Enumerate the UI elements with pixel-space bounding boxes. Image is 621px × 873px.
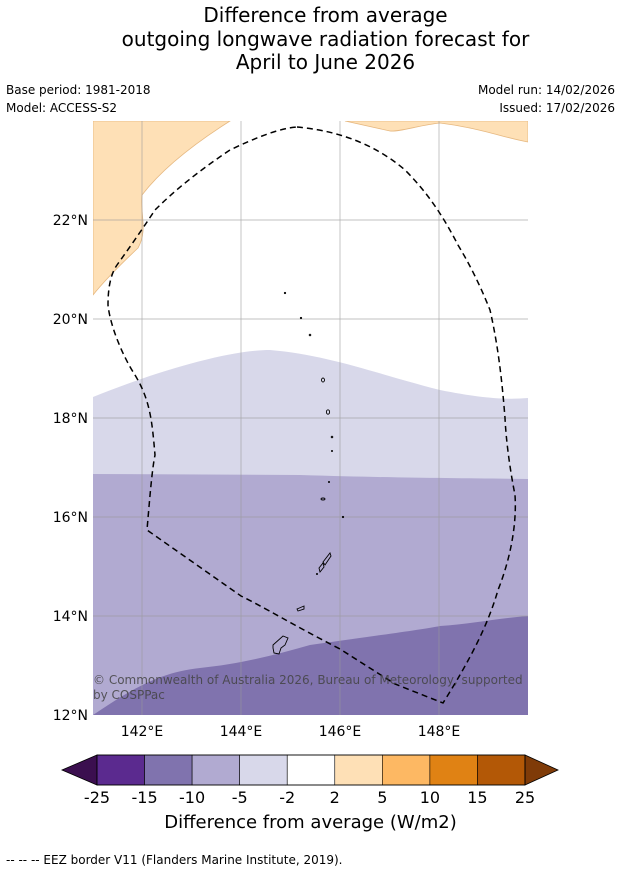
lat-label: 12°N	[53, 708, 88, 724]
lat-label: 20°N	[53, 312, 88, 328]
meta-right: Model run: 14/02/2026 Issued: 17/02/2026	[478, 81, 615, 117]
map-gridlines	[93, 121, 528, 715]
anomaly-band-minus10-to-minus15	[93, 616, 528, 715]
lon-label: 142°E	[121, 724, 164, 740]
copyright-line-2: by COSPPac	[93, 688, 165, 702]
colorbar-bin	[144, 754, 193, 786]
lat-label: 16°N	[53, 510, 88, 526]
colorbar-bin	[477, 754, 526, 786]
lon-label: 144°E	[220, 724, 263, 740]
copyright-line-1: © Commonwealth of Australia 2026, Bureau…	[93, 673, 523, 687]
map-title: Difference from average outgoing longwav…	[0, 3, 621, 75]
meta-left: Base period: 1981-2018 Model: ACCESS-S2	[6, 81, 151, 117]
colorbar-tick-label: 15	[467, 788, 487, 807]
colorbar-low-extend	[60, 754, 98, 786]
colorbar-tick-label: 5	[377, 788, 387, 807]
issued-date: Issued: 17/02/2026	[499, 101, 615, 115]
lat-label: 14°N	[53, 609, 88, 625]
lon-label: 148°E	[418, 724, 461, 740]
colorbar-high-extend	[524, 754, 559, 786]
lat-label: 22°N	[53, 213, 88, 229]
title-line-3: April to June 2026	[235, 50, 416, 74]
guam-island	[272, 635, 289, 655]
colorbar-tick-label: -25	[84, 788, 110, 807]
anomaly-patch-plus2-to-plus5-east	[344, 121, 528, 143]
colorbar-bin	[429, 754, 478, 786]
colorbar-tick-label: -2	[279, 788, 295, 807]
model-run: Model run: 14/02/2026	[477, 83, 615, 97]
title-line-1: Difference from average	[203, 3, 448, 27]
colorbar-bin	[334, 754, 383, 786]
title-line-2: outgoing longwave radiation forecast for	[121, 26, 530, 51]
lat-label: 18°N	[53, 411, 88, 427]
mariana-islands	[272, 291, 345, 655]
base-period: Base period: 1981-2018	[6, 83, 151, 97]
eez-boundary	[107, 126, 517, 704]
colorbar-tick-label: 2	[330, 788, 340, 807]
eez-legend-note: -- -- -- EEZ border V11 (Flanders Marine…	[6, 853, 343, 867]
colorbar-tick-label: 25	[515, 788, 535, 807]
colorbar-label: Difference from average (W/m2)	[164, 812, 457, 833]
colorbar-tick-label: 10	[420, 788, 440, 807]
latitude-labels: 22°N 20°N 18°N 16°N 14°N 12°N	[53, 213, 88, 724]
colorbar-bin	[286, 754, 336, 786]
anomaly-patch-plus2-to-plus5-west	[93, 121, 231, 296]
longitude-labels: 142°E 144°E 146°E 148°E	[121, 724, 461, 740]
colorbar-bin	[239, 754, 288, 786]
colorbar-tick-label: -5	[232, 788, 248, 807]
colorbar-bin	[382, 754, 431, 786]
colorbar-tick-label: -15	[131, 788, 157, 807]
colorbar-bin	[191, 754, 240, 786]
colorbar: -25 -15 -10 -5 -2 2 5 10 15 25	[60, 754, 559, 807]
lon-label: 146°E	[319, 724, 362, 740]
colorbar-bin	[96, 754, 145, 786]
colorbar-tick-label: -10	[179, 788, 205, 807]
model-name: Model: ACCESS-S2	[6, 101, 118, 115]
